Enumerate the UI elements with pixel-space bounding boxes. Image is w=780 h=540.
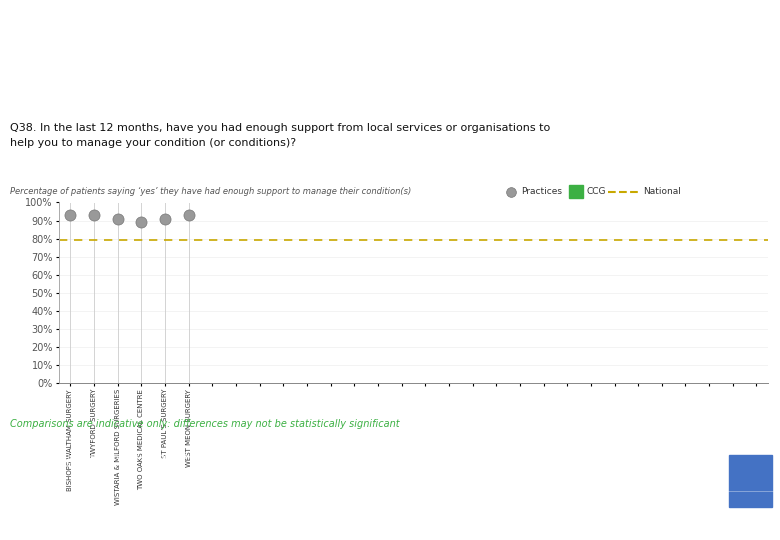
Text: Comparisons are indicative only: differences may not be statistically significan: Comparisons are indicative only: differe… — [10, 418, 400, 429]
Text: Practices: Practices — [521, 187, 562, 196]
Text: how the CCG’s practices compare: how the CCG’s practices compare — [10, 72, 379, 91]
Text: Ipsos MORI
Social Research Institute: Ipsos MORI Social Research Institute — [10, 497, 129, 518]
Text: Cl Ipsos MORI    13-042653-01 | Version 1| Public: Cl Ipsos MORI 13-042653-01 | Version 1| … — [10, 525, 181, 532]
Text: National: National — [644, 187, 682, 196]
Text: 45: 45 — [382, 497, 398, 510]
Text: Percentage of patients saying ‘yes’ they have had enough support to manage their: Percentage of patients saying ‘yes’ they… — [10, 187, 411, 196]
Text: Q38. In the last 12 months, have you had enough support from local services or o: Q38. In the last 12 months, have you had… — [10, 123, 551, 147]
Text: Base: All with a long-term condition excluding ‘I haven’t needed support’ and ‘D: Base: All with a long-term condition exc… — [10, 453, 553, 468]
Text: Support with managing long-term health conditions:: Support with managing long-term health c… — [10, 31, 590, 50]
Bar — [729, 455, 772, 507]
Bar — [569, 185, 583, 198]
Text: %Yes = %Yes, definitely + %Yes, to some extent: %Yes = %Yes, definitely + %Yes, to some … — [484, 453, 658, 459]
Text: CCG: CCG — [587, 187, 606, 196]
